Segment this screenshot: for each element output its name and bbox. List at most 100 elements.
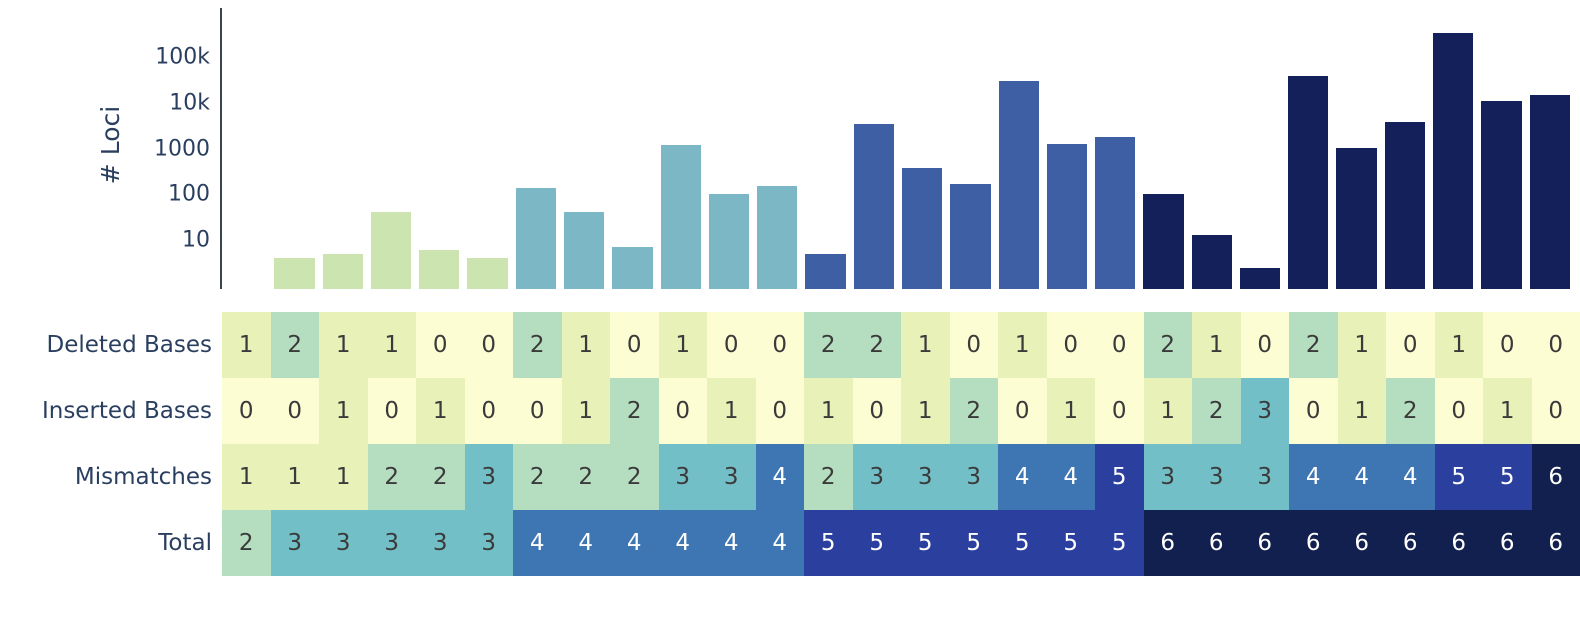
matrix-cell[interactable]: 4	[561, 510, 610, 576]
matrix-cell[interactable]: 1	[319, 378, 368, 444]
matrix-cell[interactable]: 1	[804, 378, 853, 444]
matrix-cell[interactable]: 6	[1289, 510, 1338, 576]
matrix-cell[interactable]: 5	[852, 510, 901, 576]
matrix-cell[interactable]: 0	[1095, 378, 1144, 444]
bar[interactable]	[805, 253, 846, 289]
bar[interactable]	[467, 258, 508, 289]
bar[interactable]	[563, 212, 605, 289]
matrix-cell[interactable]: 3	[658, 444, 707, 510]
matrix-cell[interactable]: 1	[1337, 312, 1386, 378]
matrix-cell[interactable]: 4	[998, 444, 1047, 510]
bar[interactable]	[950, 183, 991, 289]
matrix-cell[interactable]: 1	[1483, 378, 1532, 444]
matrix-cell[interactable]: 5	[1483, 444, 1532, 510]
matrix-cell[interactable]: 1	[1192, 312, 1241, 378]
matrix-cell[interactable]: 2	[804, 444, 853, 510]
matrix-cell[interactable]: 5	[1095, 510, 1144, 576]
matrix-cell[interactable]: 2	[1386, 378, 1435, 444]
bar[interactable]	[660, 144, 701, 289]
matrix-cell[interactable]: 4	[1046, 444, 1095, 510]
matrix-cell[interactable]: 6	[1337, 510, 1386, 576]
matrix-cell[interactable]: 0	[1095, 312, 1144, 378]
matrix-cell[interactable]: 1	[561, 312, 610, 378]
matrix-cell[interactable]: 1	[658, 312, 707, 378]
matrix-cell[interactable]: 2	[222, 510, 271, 576]
matrix-cell[interactable]: 4	[1386, 444, 1435, 510]
matrix-cell[interactable]: 1	[901, 312, 950, 378]
matrix-cell[interactable]: 0	[755, 378, 804, 444]
bar[interactable]	[370, 212, 412, 289]
bar[interactable]	[1288, 76, 1329, 289]
matrix-cell[interactable]: 1	[319, 444, 368, 510]
matrix-cell[interactable]: 3	[852, 444, 901, 510]
matrix-cell[interactable]: 6	[1240, 510, 1289, 576]
matrix-cell[interactable]: 1	[1337, 378, 1386, 444]
matrix-cell[interactable]: 0	[610, 312, 659, 378]
bar[interactable]	[419, 250, 460, 289]
matrix-cell[interactable]: 6	[1531, 444, 1580, 510]
matrix-cell[interactable]: 0	[658, 378, 707, 444]
bar[interactable]	[322, 253, 363, 289]
matrix-cell[interactable]: 2	[852, 312, 901, 378]
matrix-cell[interactable]: 1	[707, 378, 756, 444]
matrix-cell[interactable]: 0	[222, 378, 271, 444]
matrix-cell[interactable]: 6	[1143, 510, 1192, 576]
matrix-cell[interactable]: 3	[319, 510, 368, 576]
matrix-cell[interactable]: 4	[610, 510, 659, 576]
matrix-cell[interactable]: 1	[901, 378, 950, 444]
matrix-cell[interactable]: 6	[1434, 510, 1483, 576]
matrix-cell[interactable]: 0	[270, 378, 319, 444]
matrix-cell[interactable]: 1	[998, 312, 1047, 378]
matrix-cell[interactable]: 2	[367, 444, 416, 510]
matrix-cell[interactable]: 3	[416, 510, 465, 576]
matrix-cell[interactable]: 3	[464, 444, 513, 510]
matrix-cell[interactable]: 0	[1289, 378, 1338, 444]
matrix-cell[interactable]: 0	[1046, 312, 1095, 378]
bar[interactable]	[998, 80, 1039, 289]
bar[interactable]	[1095, 136, 1136, 289]
matrix-cell[interactable]: 2	[561, 444, 610, 510]
matrix-cell[interactable]: 5	[1046, 510, 1095, 576]
bar[interactable]	[274, 258, 315, 289]
matrix-cell[interactable]: 3	[464, 510, 513, 576]
matrix-cell[interactable]: 0	[464, 312, 513, 378]
matrix-cell[interactable]: 3	[949, 444, 998, 510]
matrix-cell[interactable]: 3	[901, 444, 950, 510]
bar[interactable]	[1336, 147, 1377, 289]
matrix-cell[interactable]: 2	[949, 378, 998, 444]
matrix-cell[interactable]: 2	[610, 378, 659, 444]
matrix-cell[interactable]: 3	[1143, 444, 1192, 510]
matrix-cell[interactable]: 3	[270, 510, 319, 576]
bar[interactable]	[1529, 94, 1570, 289]
matrix-cell[interactable]: 3	[1240, 444, 1289, 510]
bar[interactable]	[1481, 100, 1522, 289]
matrix-cell[interactable]: 5	[804, 510, 853, 576]
bar[interactable]	[1433, 33, 1474, 289]
matrix-cell[interactable]: 5	[1434, 444, 1483, 510]
matrix-cell[interactable]: 6	[1386, 510, 1435, 576]
matrix-cell[interactable]: 2	[804, 312, 853, 378]
matrix-cell[interactable]: 1	[1046, 378, 1095, 444]
matrix-cell[interactable]: 4	[755, 444, 804, 510]
matrix-cell[interactable]: 0	[416, 312, 465, 378]
bar[interactable]	[901, 167, 943, 289]
matrix-cell[interactable]: 1	[416, 378, 465, 444]
matrix-cell[interactable]: 4	[755, 510, 804, 576]
matrix-cell[interactable]: 2	[1143, 312, 1192, 378]
matrix-cell[interactable]: 2	[270, 312, 319, 378]
matrix-cell[interactable]: 2	[416, 444, 465, 510]
matrix-cell[interactable]: 2	[1192, 378, 1241, 444]
matrix-cell[interactable]: 4	[513, 510, 562, 576]
matrix-cell[interactable]: 1	[561, 378, 610, 444]
matrix-cell[interactable]: 1	[222, 444, 271, 510]
matrix-cell[interactable]: 0	[1434, 378, 1483, 444]
matrix-cell[interactable]: 2	[610, 444, 659, 510]
matrix-cell[interactable]: 3	[367, 510, 416, 576]
matrix-cell[interactable]: 6	[1192, 510, 1241, 576]
matrix-cell[interactable]: 0	[1386, 312, 1435, 378]
matrix-cell[interactable]: 1	[1143, 378, 1192, 444]
matrix-cell[interactable]: 3	[707, 444, 756, 510]
matrix-cell[interactable]: 1	[367, 312, 416, 378]
matrix-cell[interactable]: 0	[852, 378, 901, 444]
matrix-cell[interactable]: 0	[998, 378, 1047, 444]
